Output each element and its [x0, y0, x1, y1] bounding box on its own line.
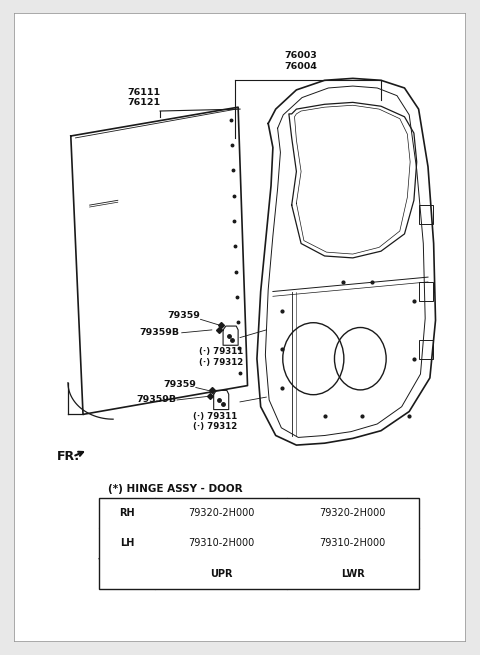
Text: 76111
76121: 76111 76121	[127, 88, 160, 107]
Text: LH: LH	[120, 538, 134, 548]
Text: 79320-2H000: 79320-2H000	[320, 508, 386, 518]
Text: (*) HINGE ASSY - DOOR: (*) HINGE ASSY - DOOR	[108, 483, 243, 493]
Text: 79359B: 79359B	[139, 328, 179, 337]
Bar	[419, 339, 432, 359]
Text: (·) 79311
(·) 79312: (·) 79311 (·) 79312	[199, 347, 243, 367]
Bar	[419, 205, 432, 224]
Text: 79359B: 79359B	[136, 396, 176, 405]
Bar	[419, 282, 432, 301]
Text: 79359: 79359	[168, 311, 201, 320]
Text: LWR: LWR	[341, 569, 365, 579]
Text: FR.: FR.	[57, 450, 80, 463]
Text: 79359: 79359	[163, 380, 196, 389]
Bar	[99, 498, 419, 589]
Text: 79320-2H000: 79320-2H000	[188, 508, 254, 518]
Text: 79310-2H000: 79310-2H000	[320, 538, 386, 548]
Text: RH: RH	[120, 508, 135, 518]
Text: 76003
76004: 76003 76004	[285, 51, 318, 71]
Text: (·) 79311
(·) 79312: (·) 79311 (·) 79312	[193, 411, 237, 431]
Text: 79310-2H000: 79310-2H000	[188, 538, 254, 548]
Text: UPR: UPR	[210, 569, 232, 579]
